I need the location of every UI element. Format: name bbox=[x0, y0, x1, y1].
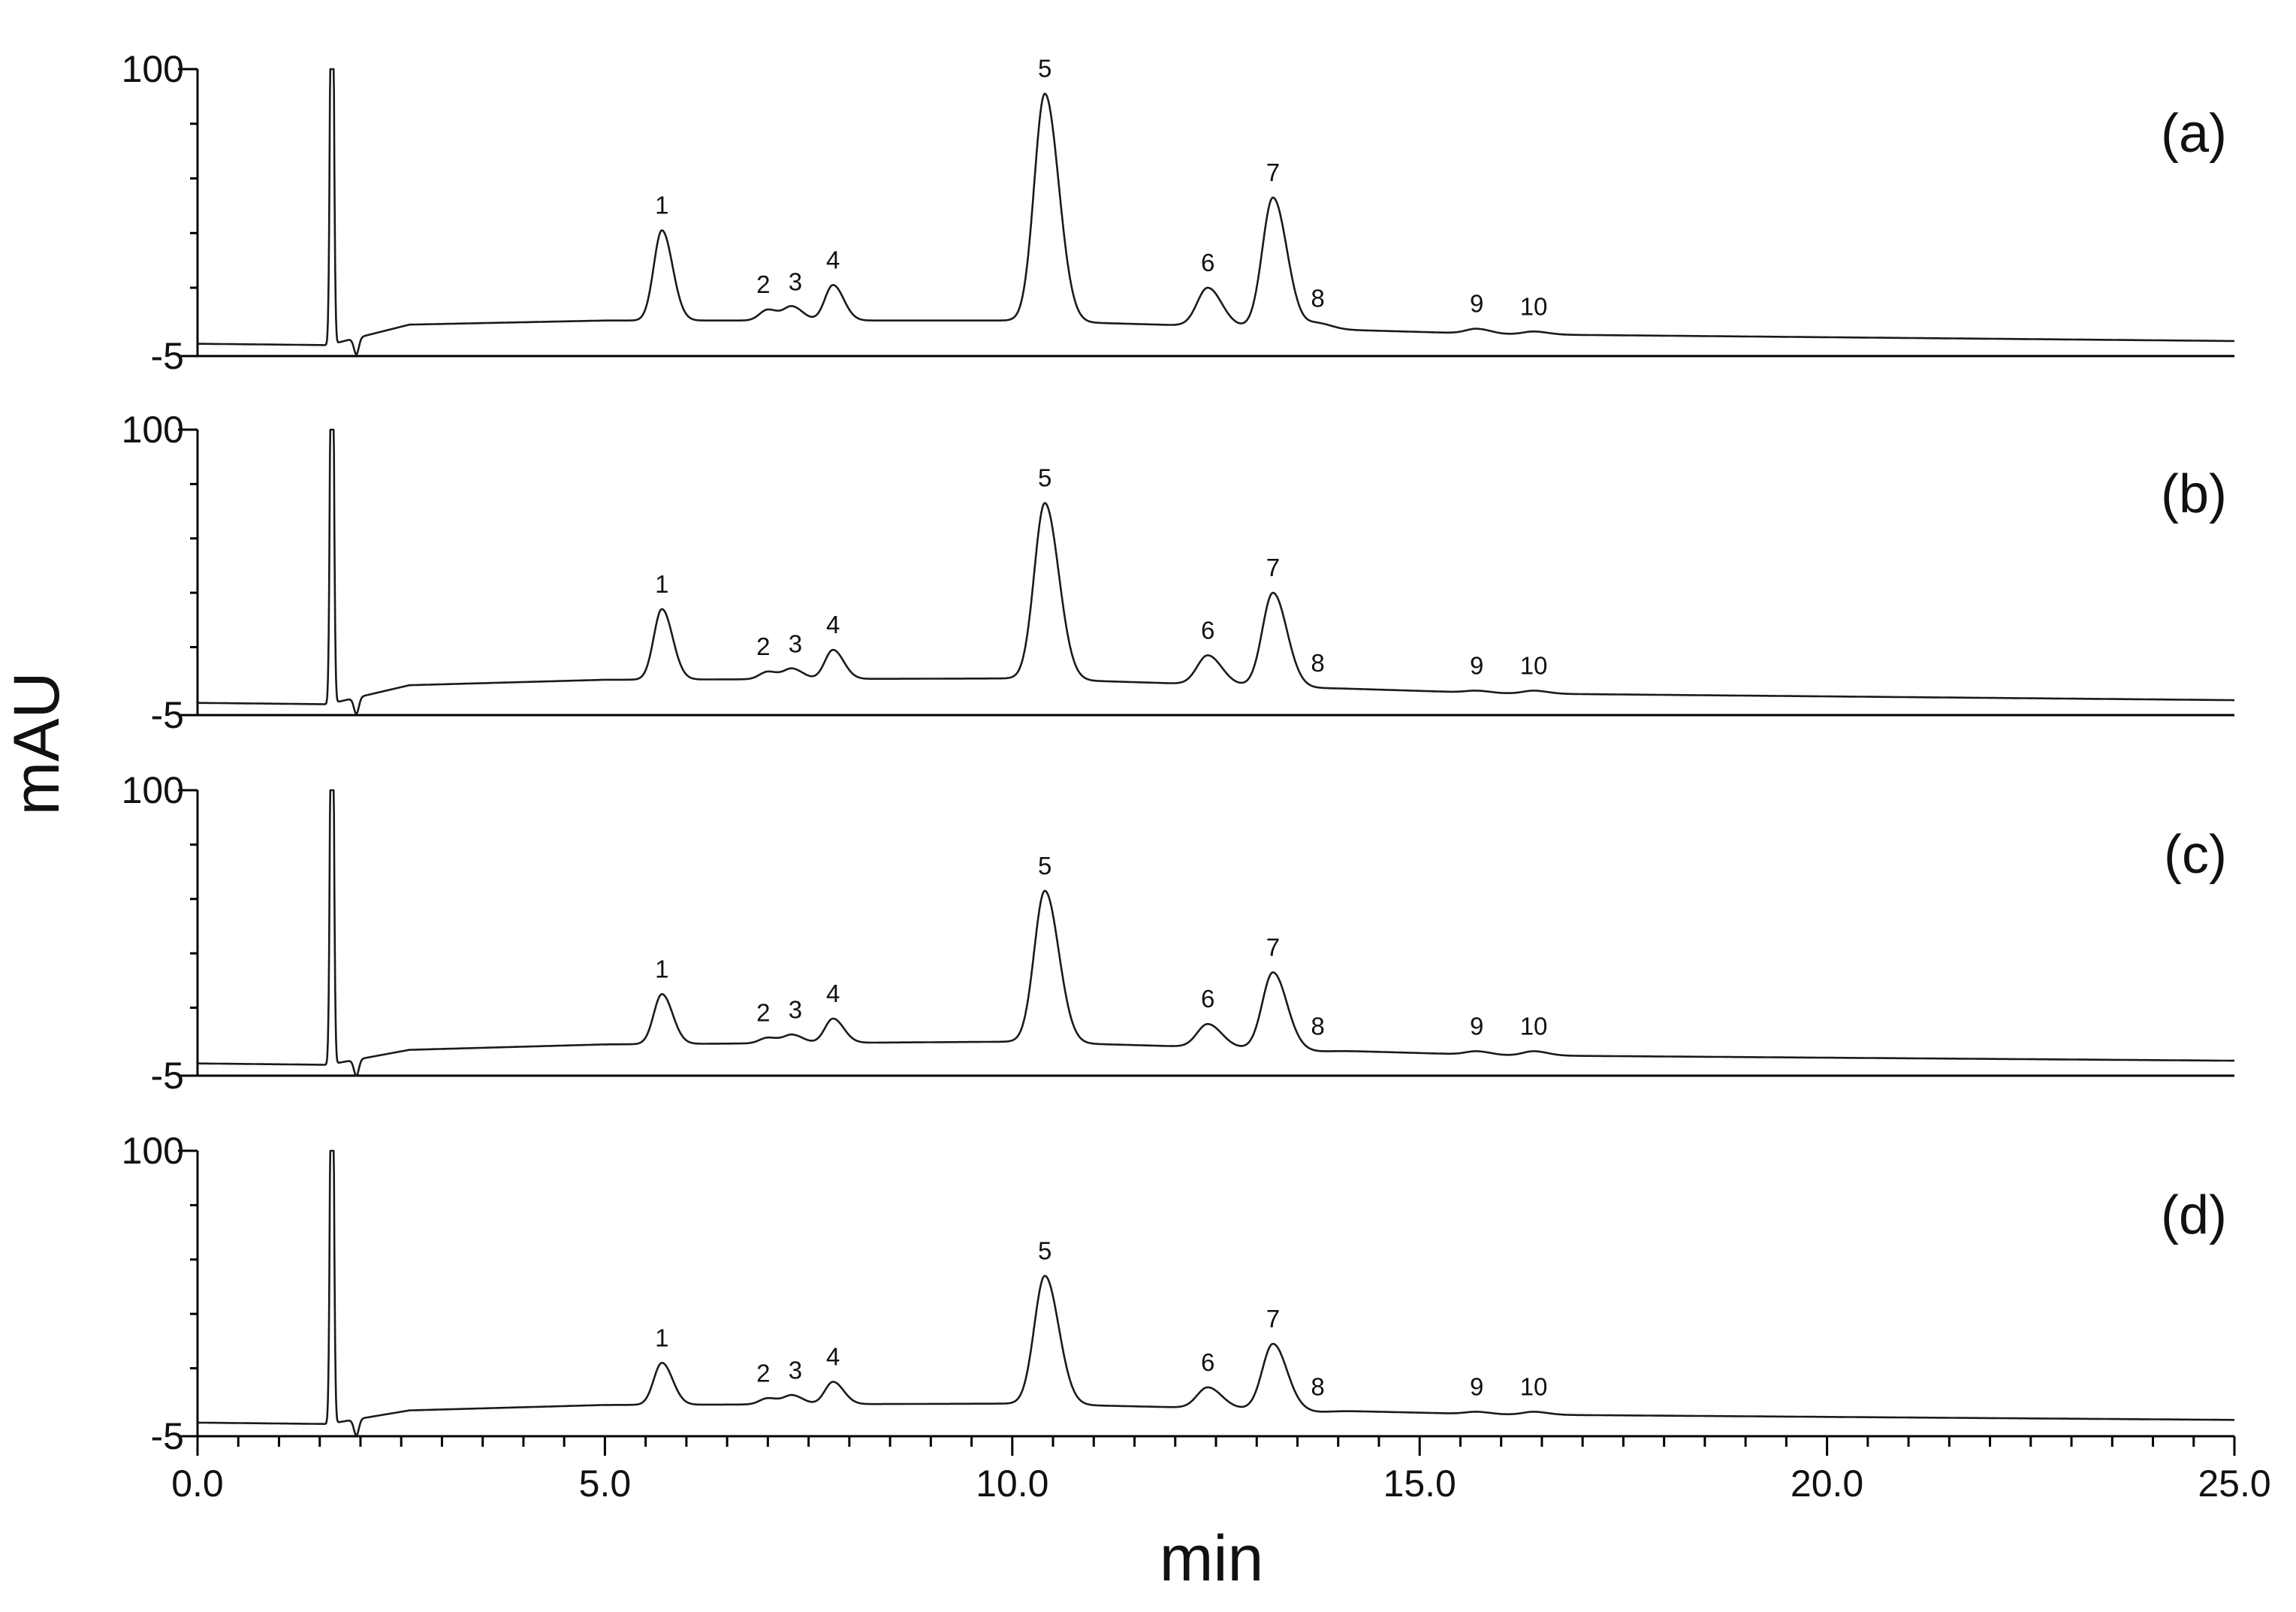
y-tick-label: -5 bbox=[151, 694, 184, 736]
peak-label: 9 bbox=[1470, 651, 1483, 679]
peak-label: 2 bbox=[756, 1359, 770, 1387]
x-axis: 0.0 5.0 10.0 15.0 20.0 25.0 bbox=[171, 1436, 2271, 1505]
x-tick-label: 20.0 bbox=[1791, 1463, 1863, 1505]
peak-label: 3 bbox=[789, 268, 802, 296]
peak-label: 2 bbox=[756, 998, 770, 1026]
peak-label: 9 bbox=[1470, 1012, 1483, 1040]
peak-label: 5 bbox=[1038, 1236, 1051, 1264]
peak-label: 6 bbox=[1201, 985, 1214, 1013]
peak-label: 2 bbox=[756, 632, 770, 660]
x-tick-label: 15.0 bbox=[1383, 1463, 1456, 1505]
peak-label: 6 bbox=[1201, 616, 1214, 644]
peak-label: 3 bbox=[789, 996, 802, 1024]
peak-label: 1 bbox=[655, 1324, 668, 1351]
chromatogram-trace bbox=[197, 789, 2235, 1077]
peak-label: 1 bbox=[655, 570, 668, 598]
y-tick-label: 100 bbox=[122, 409, 184, 451]
x-tick-label: 10.0 bbox=[976, 1463, 1048, 1505]
peak-label: 5 bbox=[1038, 852, 1051, 880]
peak-label: 7 bbox=[1266, 933, 1280, 961]
panel-label: (b) bbox=[2161, 464, 2227, 524]
panel-label: (c) bbox=[2164, 825, 2227, 885]
y-tick-label: 100 bbox=[122, 769, 184, 811]
peak-label: 10 bbox=[1520, 1012, 1548, 1040]
peak-label: 10 bbox=[1520, 292, 1548, 320]
y-tick-label: 100 bbox=[122, 48, 184, 90]
panel-label: (d) bbox=[2161, 1185, 2227, 1245]
y-axis-title: mAU bbox=[1, 672, 73, 815]
peak-label: 5 bbox=[1038, 55, 1051, 83]
peak-label: 1 bbox=[655, 192, 668, 219]
panel-b: 100 -5 1 2 34 5 6 7 8 9 10 (b) bbox=[122, 409, 2235, 736]
panel-label: (a) bbox=[2161, 104, 2227, 164]
peak-label: 9 bbox=[1470, 1372, 1483, 1400]
peak-label: 1 bbox=[655, 955, 668, 983]
y-tick-label: -5 bbox=[151, 1055, 184, 1097]
x-tick-label: 25.0 bbox=[2198, 1463, 2270, 1505]
y-tick-label: 100 bbox=[122, 1130, 184, 1172]
peak-label: 3 bbox=[789, 629, 802, 657]
y-tick-label: -5 bbox=[151, 335, 184, 377]
peak-label: 6 bbox=[1201, 249, 1214, 276]
peak-label: 4 bbox=[826, 611, 840, 638]
peak-label: 7 bbox=[1266, 158, 1280, 186]
x-tick-label: 0.0 bbox=[171, 1463, 224, 1505]
peak-label: 7 bbox=[1266, 554, 1280, 581]
panel-a: 100 -5 1 2 34 5 6 7 8 9 10 (a) bbox=[122, 48, 2235, 377]
chromatogram-trace bbox=[197, 1149, 2235, 1437]
panel-c: 100 -5 1 2 34 5 6 7 8 9 10 (c) bbox=[122, 769, 2235, 1097]
peak-label: 8 bbox=[1311, 1012, 1324, 1040]
peak-label: 5 bbox=[1038, 464, 1051, 492]
panel-d: 100 -5 1 2 3 4 5 6 7 8 9 10 (d) bbox=[122, 1130, 2235, 1457]
x-tick-label: 5.0 bbox=[579, 1463, 632, 1505]
x-axis-title: min bbox=[1160, 1523, 1264, 1595]
peak-label: 10 bbox=[1520, 651, 1548, 679]
peak-label: 9 bbox=[1470, 290, 1483, 318]
y-tick-label: -5 bbox=[151, 1415, 184, 1457]
peak-label: 6 bbox=[1201, 1348, 1214, 1376]
chromatogram-trace bbox=[197, 68, 2235, 355]
peak-label: 8 bbox=[1311, 1372, 1324, 1400]
chromatogram-trace bbox=[197, 428, 2235, 715]
peak-label: 2 bbox=[756, 270, 770, 298]
peak-label: 4 bbox=[826, 246, 840, 273]
peak-label: 10 bbox=[1520, 1372, 1548, 1400]
peak-label: 8 bbox=[1311, 284, 1324, 312]
peak-label: 8 bbox=[1311, 649, 1324, 677]
peak-label: 3 bbox=[789, 1357, 802, 1384]
peak-label: 7 bbox=[1266, 1305, 1280, 1333]
peak-label: 4 bbox=[826, 1343, 840, 1371]
peak-label: 4 bbox=[826, 980, 840, 1007]
